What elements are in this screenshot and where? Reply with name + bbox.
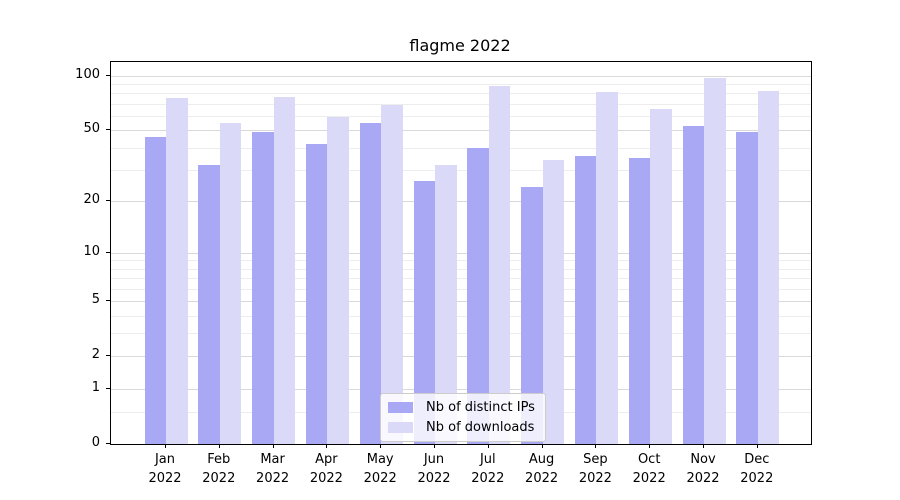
- y-tick: [106, 443, 110, 444]
- gridline-major: [111, 201, 811, 203]
- y-tick: [106, 75, 110, 76]
- x-tick: [434, 444, 435, 448]
- bar-distinct-ips: [736, 131, 758, 444]
- y-tick-label: 20: [83, 192, 100, 208]
- bar-distinct-ips: [305, 143, 328, 444]
- bar-downloads: [381, 105, 403, 444]
- y-tick: [106, 388, 110, 389]
- bar-distinct-ips: [521, 187, 543, 444]
- y-tick: [106, 252, 110, 253]
- bar-downloads: [596, 92, 618, 444]
- gridline-minor: [111, 278, 811, 280]
- x-tick: [703, 444, 704, 448]
- bar-downloads: [273, 97, 296, 444]
- bar-distinct-ips: [682, 125, 704, 444]
- bar-downloads: [542, 160, 565, 444]
- y-tick-label: 2: [91, 347, 100, 363]
- y-tick: [106, 200, 110, 201]
- gridline-minor: [111, 315, 811, 317]
- bar-downloads: [435, 165, 457, 444]
- y-tick-label: 50: [83, 121, 100, 137]
- gridline-minor: [111, 268, 811, 270]
- bar-distinct-ips: [252, 131, 274, 444]
- legend-swatch-distinct-ips: [388, 402, 413, 413]
- x-tick: [272, 444, 274, 448]
- plot-area: [110, 61, 812, 445]
- bar-distinct-ips: [413, 181, 435, 444]
- x-tick-label: Feb 2022: [202, 452, 236, 486]
- bar-downloads: [327, 117, 349, 444]
- gridline-major: [111, 356, 811, 358]
- y-tick-label: 0: [91, 435, 100, 450]
- chart-title: flagme 2022: [409, 36, 511, 55]
- bar-distinct-ips: [144, 136, 166, 444]
- gridline-minor: [111, 115, 811, 117]
- gridline-minor: [111, 288, 811, 290]
- y-tick: [106, 300, 110, 301]
- bar-downloads: [704, 78, 726, 444]
- x-tick-label: Jul 2022: [471, 452, 505, 486]
- bar-downloads: [650, 108, 672, 444]
- bar-distinct-ips: [359, 122, 382, 444]
- x-tick: [326, 444, 328, 448]
- x-tick-label: Aug 2022: [525, 452, 559, 486]
- x-tick-label: Dec 2022: [740, 452, 774, 486]
- bar-downloads: [757, 91, 780, 444]
- x-tick-label: Oct 2022: [632, 452, 666, 486]
- bar-distinct-ips: [198, 165, 220, 444]
- x-tick: [487, 444, 489, 448]
- gridline-minor: [111, 147, 811, 149]
- bar-downloads: [488, 85, 511, 444]
- legend-label-distinct-ips: Nb of distinct IPs: [426, 400, 535, 415]
- x-tick-label: Mar 2022: [256, 452, 290, 486]
- bar-distinct-ips: [574, 155, 597, 444]
- y-tick-label: 1: [91, 379, 100, 395]
- gridline-minor: [111, 333, 811, 335]
- x-tick: [756, 444, 758, 448]
- x-tick: [541, 444, 543, 448]
- x-tick-label: Sep 2022: [578, 452, 612, 486]
- gridline-major: [111, 130, 811, 132]
- x-tick: [380, 444, 382, 448]
- y-tick: [106, 355, 110, 356]
- y-tick-label: 100: [75, 66, 100, 82]
- x-tick: [595, 444, 597, 448]
- legend: Nb of distinct IPs Nb of downloads: [380, 393, 546, 442]
- gridline-major: [111, 252, 811, 254]
- gridline-minor: [111, 93, 811, 95]
- x-tick-label: May 2022: [363, 452, 397, 486]
- bar-distinct-ips: [628, 158, 651, 444]
- x-tick-label: Nov 2022: [686, 452, 720, 486]
- gridline-minor: [111, 260, 811, 262]
- y-tick: [106, 129, 110, 130]
- x-tick-label: Jan 2022: [148, 452, 182, 486]
- x-tick: [165, 444, 166, 448]
- x-tick-label: Jun 2022: [417, 452, 451, 486]
- gridline-major: [111, 388, 811, 390]
- legend-swatch-downloads: [388, 422, 413, 433]
- gridline-major: [111, 75, 811, 77]
- y-tick-label: 5: [91, 292, 100, 308]
- x-tick: [649, 444, 651, 448]
- y-tick-label: 10: [83, 243, 100, 259]
- legend-row: Nb of downloads: [388, 420, 535, 435]
- gridline-minor: [111, 84, 811, 86]
- x-tick: [218, 444, 220, 448]
- legend-row: Nb of distinct IPs: [388, 400, 535, 415]
- gridline-minor: [111, 169, 811, 171]
- gridline-minor: [111, 103, 811, 105]
- x-tick-label: Apr 2022: [309, 452, 343, 486]
- bar-distinct-ips: [467, 147, 489, 444]
- legend-label-downloads: Nb of downloads: [426, 420, 535, 435]
- bar-downloads: [219, 122, 242, 444]
- bar-downloads: [166, 98, 188, 444]
- gridline-major: [111, 301, 811, 303]
